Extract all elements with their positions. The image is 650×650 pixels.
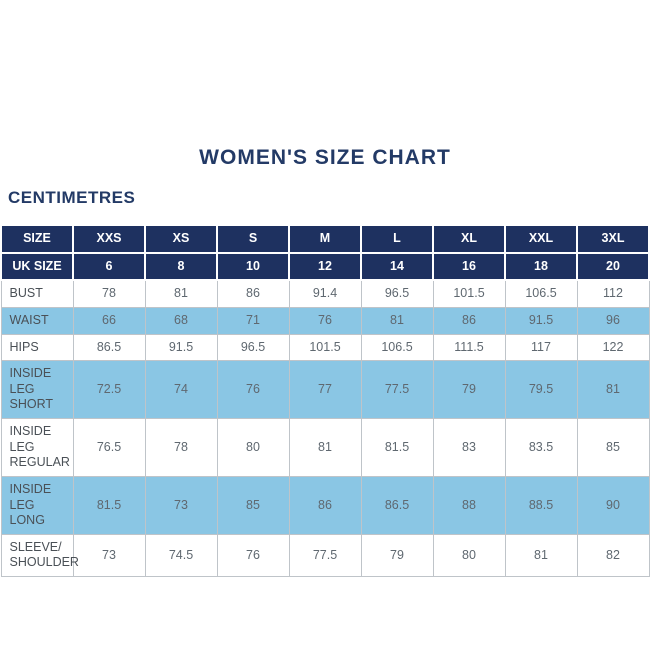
measurement-value: 78 <box>144 418 218 477</box>
header-cell: M <box>288 224 362 254</box>
table-row: SLEEVE/ SHOULDER 73 74.5 76 77.5 79 80 81 82 <box>0 533 650 578</box>
measurement-value: 117 <box>504 333 578 362</box>
measurement-value: 78 <box>72 279 146 308</box>
measurement-value: 79.5 <box>504 360 578 419</box>
measurement-value: 72.5 <box>72 360 146 419</box>
header-cell: 8 <box>144 251 218 282</box>
measurement-label: WAIST <box>0 306 74 335</box>
measurement-label: INSIDE LEG SHORT <box>0 360 74 419</box>
header-cell: XXL <box>504 224 578 254</box>
measurement-value: 74 <box>144 360 218 419</box>
table-row: BUST 78 81 86 91.4 96.5 101.5 106.5 112 <box>0 279 650 308</box>
measurement-value: 88.5 <box>504 475 578 535</box>
measurement-value: 91.4 <box>288 279 362 308</box>
measurement-value: 101.5 <box>288 333 362 362</box>
table-row: INSIDE LEG LONG 81.5 73 85 86 86.5 88 88.5 90 <box>0 475 650 535</box>
measurement-value: 81 <box>288 418 362 477</box>
measurement-value: 76 <box>288 306 362 335</box>
measurement-value: 91.5 <box>144 333 218 362</box>
measurement-value: 85 <box>576 418 650 477</box>
uk-size-header-row: UK SIZE 6 8 10 12 14 16 18 20 <box>0 251 650 282</box>
measurement-value: 85 <box>216 475 290 535</box>
measurement-value: 82 <box>576 533 650 578</box>
measurement-value: 81 <box>504 533 578 578</box>
measurement-value: 77 <box>288 360 362 419</box>
measurement-value: 83 <box>432 418 506 477</box>
header-cell: 3XL <box>576 224 650 254</box>
measurement-value: 76 <box>216 533 290 578</box>
measurement-value: 81 <box>144 279 218 308</box>
measurement-value: 101.5 <box>432 279 506 308</box>
table-row: WAIST 66 68 71 76 81 86 91.5 96 <box>0 306 650 335</box>
header-cell: 10 <box>216 251 290 282</box>
measurement-value: 80 <box>432 533 506 578</box>
header-cell: S <box>216 224 290 254</box>
measurement-value: 86 <box>288 475 362 535</box>
measurement-value: 83.5 <box>504 418 578 477</box>
measurement-value: 81.5 <box>72 475 146 535</box>
measurement-value: 91.5 <box>504 306 578 335</box>
measurement-value: 86.5 <box>72 333 146 362</box>
measurement-value: 73 <box>144 475 218 535</box>
header-cell: XL <box>432 224 506 254</box>
measurement-value: 81 <box>576 360 650 419</box>
measurement-value: 86.5 <box>360 475 434 535</box>
size-table-body: SIZE XXS XS S M L XL XXL 3XL UK SIZE 6 8 10 12 14 16 18 2… <box>0 224 650 578</box>
measurement-value: 122 <box>576 333 650 362</box>
header-cell: UK SIZE <box>0 251 74 282</box>
measurement-value: 88 <box>432 475 506 535</box>
measurement-value: 90 <box>576 475 650 535</box>
size-table: SIZE XXS XS S M L XL XXL 3XL UK SIZE 6 8 10 12 14 16 18 2… <box>0 224 650 578</box>
units-label: CENTIMETRES <box>8 188 136 207</box>
table-row: INSIDE LEG REGULAR 76.5 78 80 81 81.5 83 83.5 85 <box>0 418 650 477</box>
measurement-label: INSIDE LEG LONG <box>0 475 74 535</box>
table-row: HIPS 86.5 91.5 96.5 101.5 106.5 111.5 117 122 <box>0 333 650 362</box>
measurement-value: 74.5 <box>144 533 218 578</box>
measurement-value: 79 <box>432 360 506 419</box>
measurement-value: 106.5 <box>504 279 578 308</box>
measurement-value: 111.5 <box>432 333 506 362</box>
measurement-value: 80 <box>216 418 290 477</box>
header-cell: SIZE <box>0 224 74 254</box>
measurement-value: 73 <box>72 533 146 578</box>
header-cell: L <box>360 224 434 254</box>
measurement-value: 81.5 <box>360 418 434 477</box>
measurement-label: SLEEVE/ SHOULDER <box>0 533 79 578</box>
measurement-value: 68 <box>144 306 218 335</box>
page-title: WOMEN'S SIZE CHART <box>199 146 451 169</box>
header-cell: 14 <box>360 251 434 282</box>
measurement-value: 106.5 <box>360 333 434 362</box>
measurement-value: 66 <box>72 306 146 335</box>
measurement-label: BUST <box>0 279 74 308</box>
measurement-value: 96 <box>576 306 650 335</box>
header-cell: 6 <box>72 251 146 282</box>
measurement-value: 71 <box>216 306 290 335</box>
measurement-value: 76 <box>216 360 290 419</box>
measurement-value: 86 <box>216 279 290 308</box>
measurement-value: 81 <box>360 306 434 335</box>
header-cell: 20 <box>576 251 650 282</box>
measurement-value: 77.5 <box>288 533 362 578</box>
measurement-value: 86 <box>432 306 506 335</box>
measurement-value: 77.5 <box>360 360 434 419</box>
measurement-value: 76.5 <box>72 418 146 477</box>
size-header-row: SIZE XXS XS S M L XL XXL 3XL <box>0 224 650 254</box>
measurement-value: 96.5 <box>216 333 290 362</box>
header-cell: XS <box>144 224 218 254</box>
header-cell: 18 <box>504 251 578 282</box>
header-cell: 16 <box>432 251 506 282</box>
measurement-label: HIPS <box>0 333 74 362</box>
measurement-value: 79 <box>360 533 434 578</box>
header-cell: 12 <box>288 251 362 282</box>
measurement-value: 112 <box>576 279 650 308</box>
measurement-value: 96.5 <box>360 279 434 308</box>
measurement-label: INSIDE LEG REGULAR <box>0 418 74 477</box>
header-cell: XXS <box>72 224 146 254</box>
table-row: INSIDE LEG SHORT 72.5 74 76 77 77.5 79 79.5 81 <box>0 360 650 419</box>
